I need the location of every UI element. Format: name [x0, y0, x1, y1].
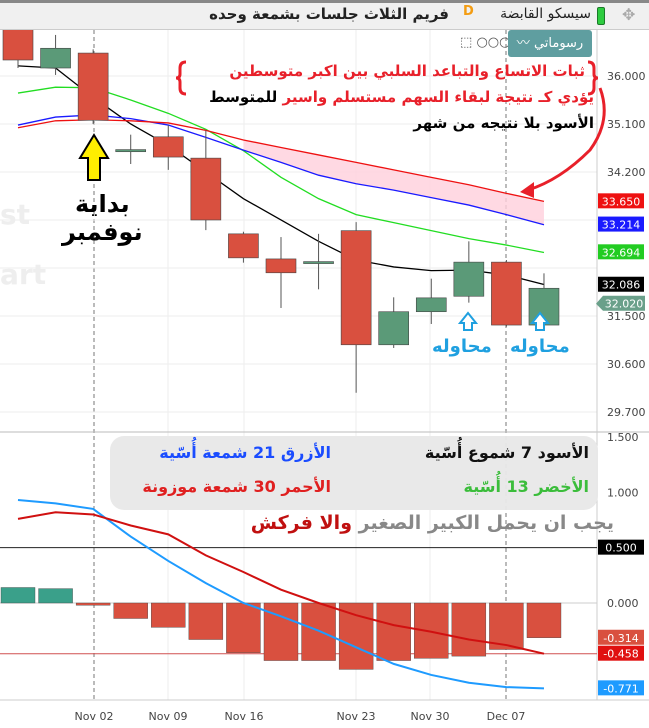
legend-blue: الأزرق 21 شمعة أُسّية	[159, 443, 331, 462]
legend-red: الأحمر 30 شمعة موزونة	[142, 477, 331, 496]
date-label: Nov 30	[411, 710, 450, 723]
chart-title: فريم الثلاث جلسات بشمعة وحده	[209, 5, 449, 23]
price-tick-label: 34.200	[607, 166, 646, 179]
histogram-bar	[0, 587, 36, 604]
blue-badge-text: -0.771	[603, 682, 638, 695]
legend-black: الأسود 7 شموع أُسّية	[424, 443, 589, 462]
status-indicator	[597, 7, 605, 25]
price-tick-label: 36.000	[607, 70, 646, 83]
candle-body	[415, 297, 447, 313]
date-label: Nov 23	[337, 710, 376, 723]
price-badge-blue	[598, 216, 644, 232]
date-label: Nov 16	[225, 710, 264, 723]
red-brace-right-icon	[587, 60, 599, 96]
histogram-bar	[301, 602, 336, 661]
last-price-badge	[596, 295, 645, 311]
date-label: Nov 09	[149, 710, 188, 723]
price-badge-text: 32.086	[602, 279, 641, 292]
price-badge-red	[598, 193, 644, 209]
candle-body	[265, 258, 297, 274]
annotation-note: يجب ان يحمل الكبير الصغير والا فركش	[251, 512, 614, 534]
trend-icon: 〰	[516, 36, 530, 51]
candle-body	[2, 30, 34, 61]
blue-up-arrow-icon	[457, 311, 479, 331]
my-drawings-button[interactable]: رسوماتي 〰	[508, 30, 592, 57]
osc-tick-label: 1.000	[607, 486, 639, 499]
osc-tick-label: 1.500	[607, 431, 639, 444]
note-red: والا فركش	[250, 512, 353, 534]
blue-badge	[598, 680, 644, 696]
move-icon[interactable]: ✥	[622, 5, 636, 24]
candle-body	[40, 47, 71, 69]
histogram-bar	[151, 602, 186, 628]
annotation-line2-black: للمتوسط	[209, 88, 278, 106]
candle-body	[152, 136, 184, 158]
histogram-badge-text: -0.314	[603, 632, 638, 645]
candle-body	[228, 233, 259, 259]
interval-badge: D	[463, 4, 474, 19]
histogram-bar	[376, 602, 411, 661]
level-badge-text: 0.500	[605, 542, 637, 555]
top-bar	[0, 0, 649, 30]
note-gray: يجب ان يحمل الكبير الصغير	[358, 512, 614, 534]
level-badge	[598, 539, 644, 555]
price-tick-label: 29.700	[607, 406, 646, 419]
price-tick-label: 35.100	[607, 118, 646, 131]
candle-body	[340, 230, 372, 346]
price-badge-text: 33.214	[602, 219, 641, 232]
candle-body	[303, 261, 334, 264]
histogram-bar	[38, 588, 73, 604]
red-curved-arrow-icon	[527, 87, 606, 192]
candle-body	[491, 261, 522, 326]
oscillator-red-line	[17, 511, 545, 655]
histogram-bar	[226, 602, 261, 654]
price-badge-green	[598, 244, 644, 260]
candle-body	[115, 149, 147, 153]
annotation-line2-red: يؤدي كـ نتيجة لبقاء السهم مستسلم واسير	[282, 88, 595, 106]
histogram-bar	[489, 602, 524, 650]
fullscreen-icon[interactable]: ⬚	[460, 35, 473, 50]
candle-body	[77, 52, 109, 121]
annotation-line1: ثبات الاتساع والتباعد السلبي بين اكبر مت…	[229, 62, 585, 80]
candle-body	[453, 261, 485, 297]
price-badge-text: 33.650	[602, 195, 641, 208]
last-price-text: 32.020	[605, 298, 644, 311]
yellow-up-arrow-icon	[78, 133, 110, 181]
histogram-bar	[526, 602, 562, 638]
price-badge-text: 32.694	[602, 246, 641, 259]
annotation-attempt-1: محاوله	[432, 336, 492, 357]
legend-green: الأخضر 13 أُسّية	[463, 477, 589, 496]
blue-up-arrow-icon	[529, 311, 551, 331]
date-label: Dec 07	[487, 710, 526, 723]
red-arrowhead-icon	[520, 182, 534, 198]
candle-body	[378, 311, 410, 346]
more-icon[interactable]: ○○○	[476, 35, 511, 50]
legend-box	[110, 436, 598, 510]
my-drawings-label: رسوماتي	[533, 36, 584, 51]
price-badge-black	[598, 276, 644, 292]
histogram-bar	[75, 602, 111, 606]
red-brace-left-icon	[175, 60, 187, 96]
annotation-line2: يؤدي كـ نتيجة لبقاء السهم مستسلم واسير ل…	[209, 88, 594, 106]
osc-tick-label: 0.000	[607, 597, 639, 610]
histogram-bar	[451, 602, 487, 657]
annotation-attempt-2: محاوله	[510, 336, 570, 357]
candle-body	[190, 157, 222, 221]
price-tick-label: 30.600	[607, 358, 646, 371]
ma-gap-fill	[243, 139, 544, 225]
red-badge	[598, 645, 644, 661]
annotation-start-november: بداية نوفمبر	[62, 190, 143, 246]
histogram-bar	[113, 602, 148, 619]
price-tick-label: 31.500	[607, 310, 646, 323]
symbol-name[interactable]: سيسكو القابضة	[500, 6, 591, 22]
date-label: Nov 02	[75, 710, 114, 723]
chart-svg[interactable]: 36.000 35.100 34.200 31.500 30.600 29.700 32.0…	[0, 30, 649, 728]
histogram-bar	[188, 602, 224, 640]
histogram-bar	[338, 602, 374, 670]
watermark: st art	[0, 198, 47, 291]
red-badge-text: -0.458	[603, 648, 638, 661]
annotation-line3: الأسود بلا نتيجه من شهر	[413, 114, 594, 132]
histogram-badge	[598, 629, 644, 645]
